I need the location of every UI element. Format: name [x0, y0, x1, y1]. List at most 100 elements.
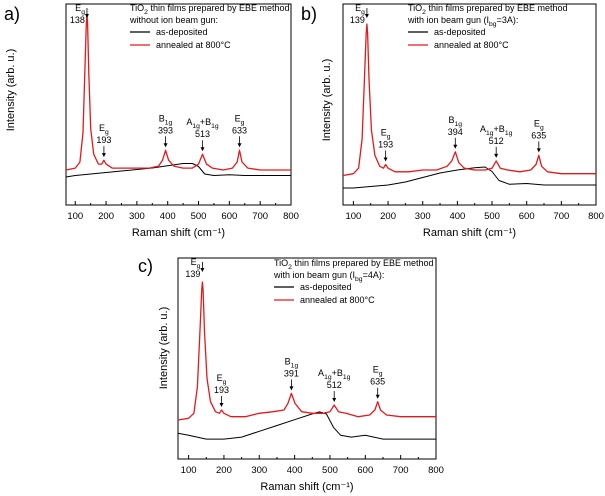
peak-value-label: 138: [70, 15, 85, 25]
peak-value-label: 139: [350, 15, 365, 25]
x-tick-label: 600: [519, 211, 535, 222]
peak-mode-label: B1g: [159, 113, 173, 126]
peak-mode-label: Eg: [381, 128, 391, 141]
plot-frame: [177, 257, 437, 460]
peak-value-label: 512: [489, 136, 504, 146]
peak-value-label: 391: [284, 368, 299, 378]
x-axis-label: Raman shift (cm⁻¹): [260, 481, 353, 493]
legend-label: annealed at 800°C: [300, 295, 375, 305]
peak-value-label: 393: [158, 125, 173, 135]
peak-arrow-head: [536, 148, 541, 153]
series-annealed: [177, 281, 436, 421]
peak-arrow-head: [332, 398, 337, 403]
legend-label: as-deposited: [434, 27, 486, 37]
x-tick-label: 100: [181, 465, 197, 476]
x-tick-label: 400: [449, 211, 465, 222]
peak-mode-label: Eg: [99, 123, 109, 136]
peak-mode-label: Eg: [191, 257, 201, 270]
y-axis-label: Intensity (arb. u.): [158, 307, 170, 390]
x-tick-label: 800: [588, 211, 604, 222]
peak-value-label: 513: [195, 129, 210, 139]
chart-subtitle: with ion beam gun (Ibg=4A):: [273, 270, 384, 283]
peak-arrow-head: [494, 153, 499, 158]
x-tick-label: 600: [357, 465, 373, 476]
peak-mode-label: B1g: [449, 115, 463, 128]
legend-label: annealed at 800°C: [156, 40, 231, 50]
x-axis-label: Raman shift (cm⁻¹): [423, 227, 516, 239]
peak-mode-label: Eg: [235, 113, 245, 126]
legend-label: annealed at 800°C: [434, 40, 509, 50]
x-tick-label: 700: [393, 465, 409, 476]
panel-b: b) 100 200 300 400 500 600 700 800 Raman shift (c…: [301, 3, 604, 239]
peak-mode-label: Eg: [373, 365, 383, 378]
peak-mode-label: A1g+B1g: [480, 124, 513, 137]
peak-value-label: 635: [370, 377, 385, 387]
series-as-deposited: [343, 166, 596, 189]
panel-label: a): [4, 4, 20, 24]
peak-value-label: 193: [214, 385, 229, 395]
panel-c: c) 100 200 300 400 500 600 700 800 Raman shift (c…: [138, 256, 444, 493]
x-tick-label: 500: [484, 211, 500, 222]
chart-subtitle: without ion beam gun:: [129, 15, 218, 25]
legend-label: as-deposited: [300, 282, 352, 292]
peak-arrow-head: [219, 403, 224, 408]
peak-arrow-head: [200, 147, 205, 152]
peak-arrow-head: [200, 268, 205, 272]
x-tick-label: 700: [553, 211, 569, 222]
peak-mode-label: Eg: [217, 373, 227, 386]
series-as-deposited: [177, 411, 436, 440]
peak-mode-label: A1g+B1g: [318, 368, 351, 381]
x-tick-label: 200: [98, 211, 114, 222]
peak-arrow-head: [453, 144, 458, 149]
peak-mode-label: A1g+B1g: [186, 117, 219, 130]
series-annealed: [65, 13, 291, 171]
peak-arrow-head: [101, 153, 106, 158]
peak-arrow-head: [163, 143, 168, 148]
x-tick-label: 400: [287, 465, 303, 476]
y-axis-label: Intensity (arb. u.): [5, 49, 17, 132]
peak-arrow-head: [237, 143, 242, 148]
series-as-deposited: [65, 163, 291, 178]
x-tick-label: 200: [216, 465, 232, 476]
peak-value-label: 635: [531, 130, 546, 140]
peak-value-label: 633: [232, 125, 247, 135]
peak-arrow-head: [289, 386, 294, 391]
chart-title: TiO2 thin films prepared by EBE method: [130, 3, 290, 16]
panel-label: b): [301, 4, 317, 24]
x-tick-label: 100: [345, 211, 361, 222]
x-tick-label: 800: [428, 465, 444, 476]
chart-title: TiO2 thin films prepared by EBE method: [274, 258, 434, 271]
peak-arrow-head: [383, 157, 388, 162]
peak-value-label: 139: [185, 269, 200, 279]
x-tick-label: 500: [322, 465, 338, 476]
chart-subtitle: with ion beam gun (Ibg=3A):: [407, 15, 518, 28]
peak-mode-label: B1g: [285, 356, 299, 369]
peak-value-label: 193: [96, 135, 111, 145]
x-axis-label: Raman shift (cm⁻¹): [132, 227, 225, 239]
peak-arrow-head: [364, 14, 369, 18]
x-tick-label: 300: [251, 465, 267, 476]
peak-arrow-head: [84, 14, 89, 18]
peak-arrow-head: [375, 394, 380, 399]
x-tick-label: 300: [415, 211, 431, 222]
panel-label: c): [138, 256, 153, 276]
peak-mode-label: Eg: [75, 3, 85, 16]
x-tick-label: 500: [191, 211, 207, 222]
plot-frame: [65, 3, 292, 206]
legend-label: as-deposited: [156, 27, 208, 37]
peak-value-label: 193: [378, 140, 393, 150]
chart-title: TiO2 thin films prepared by EBE method: [408, 3, 568, 16]
peak-mode-label: Eg: [534, 118, 544, 131]
plot-frame: [342, 3, 597, 206]
x-tick-label: 200: [380, 211, 396, 222]
x-tick-label: 800: [283, 211, 299, 222]
peak-value-label: 394: [448, 127, 463, 137]
x-tick-label: 300: [129, 211, 145, 222]
peak-mode-label: Eg: [355, 3, 365, 16]
series-annealed: [342, 23, 596, 177]
x-tick-label: 700: [252, 211, 268, 222]
x-tick-label: 100: [67, 211, 83, 222]
x-tick-label: 600: [221, 211, 237, 222]
x-tick-label: 400: [160, 211, 176, 222]
